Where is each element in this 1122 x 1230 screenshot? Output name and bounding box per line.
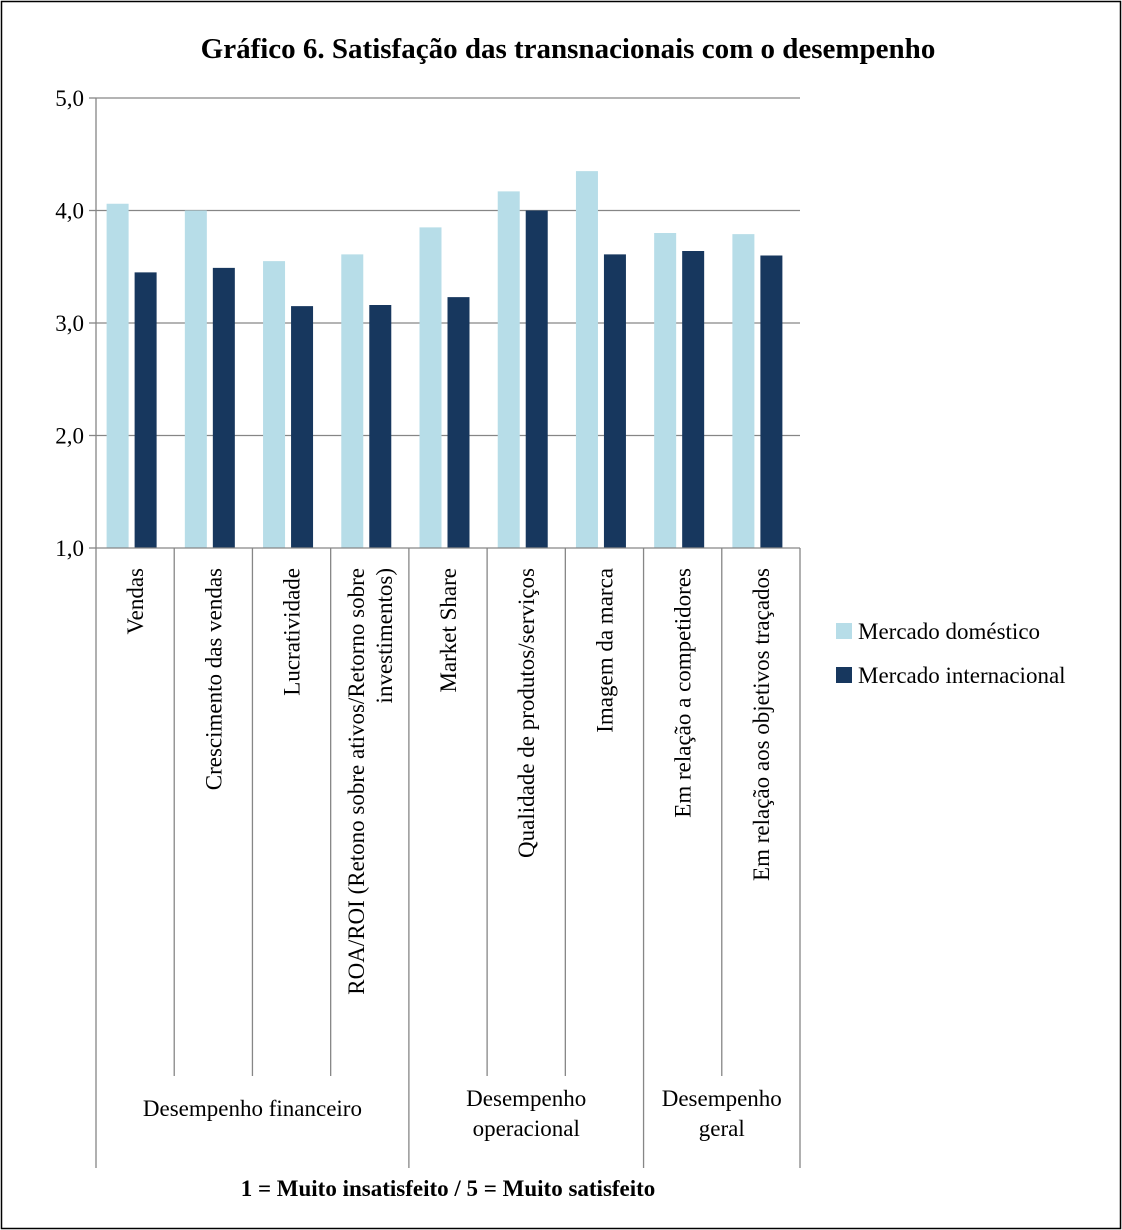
y-tick-label: 4,0 xyxy=(55,199,84,224)
x-axis-caption: 1 = Muito insatisfeito / 5 = Muito satis… xyxy=(241,1176,656,1201)
x-axis-category-labels: Vendas Crescimento das vendas Lucratividad… xyxy=(123,568,774,995)
bar-mercado-domestico xyxy=(419,227,442,548)
bar-mercado-internacional xyxy=(525,210,548,548)
bar-mercado-domestico xyxy=(575,171,598,548)
x-category-label: Lucratividade xyxy=(280,568,305,696)
x-axis xyxy=(95,547,801,1168)
bar-mercado-internacional xyxy=(447,297,470,548)
group-label: Desempenho xyxy=(466,1086,586,1111)
bar-mercado-domestico xyxy=(341,254,364,548)
x-axis-group-labels: Desempenho financeiro Desempenho operacion… xyxy=(143,1086,782,1141)
y-tick-label: 5,0 xyxy=(55,86,84,111)
bar-mercado-domestico xyxy=(106,203,129,548)
y-tick-label: 1,0 xyxy=(55,536,84,561)
bar-mercado-internacional xyxy=(682,251,705,548)
chart-title: Gráfico 6. Satisfação das transnacionais… xyxy=(201,33,936,65)
bar-mercado-internacional xyxy=(134,272,157,548)
bar-mercado-internacional xyxy=(603,254,626,548)
group-label: Desempenho xyxy=(662,1086,782,1111)
group-label: Desempenho financeiro xyxy=(143,1096,362,1121)
legend-label: Mercado internacional xyxy=(858,663,1066,688)
bar-mercado-internacional xyxy=(291,306,314,548)
bar-mercado-domestico xyxy=(263,261,286,548)
bar-mercado-domestico xyxy=(732,234,755,548)
group-label: geral xyxy=(699,1116,745,1141)
x-category-label: Crescimento das vendas xyxy=(201,568,226,790)
y-axis-tick-labels: 1,0 2,0 3,0 4,0 5,0 xyxy=(55,86,84,561)
x-category-label: investimentos) xyxy=(372,568,397,703)
x-category-label: Imagem da marca xyxy=(592,568,617,733)
legend: Mercado doméstico Mercado internacional xyxy=(836,619,1066,688)
bar-mercado-internacional xyxy=(369,305,392,548)
bar-mercado-internacional xyxy=(760,255,783,548)
x-category-label: Market Share xyxy=(436,568,461,693)
x-category-label: Vendas xyxy=(123,568,148,634)
x-category-label: Em relação aos objetivos traçados xyxy=(749,568,774,881)
bar-mercado-internacional xyxy=(212,267,235,548)
legend-swatch xyxy=(836,667,852,683)
legend-swatch xyxy=(836,623,852,639)
y-tick-label: 2,0 xyxy=(55,424,84,449)
x-category-label: ROA/ROI (Retono sobre ativos/Retorno sob… xyxy=(344,568,369,995)
group-label: operacional xyxy=(473,1116,580,1141)
bars xyxy=(106,171,783,548)
bar-mercado-domestico xyxy=(184,210,207,548)
x-category-label: Qualidade de produtos/serviços xyxy=(514,568,539,858)
y-tick-label: 3,0 xyxy=(55,311,84,336)
x-category-label: Em relação a competidores xyxy=(671,568,696,818)
legend-label: Mercado doméstico xyxy=(858,619,1040,644)
bar-mercado-domestico xyxy=(654,233,677,548)
bar-mercado-domestico xyxy=(497,191,520,548)
